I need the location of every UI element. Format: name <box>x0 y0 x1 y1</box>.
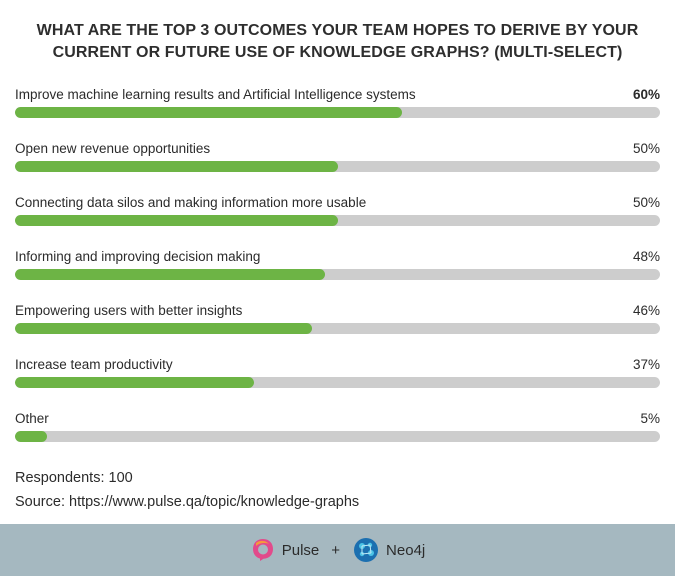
respondents-text: Respondents: 100 <box>15 470 133 486</box>
chart-title-line-1: WHAT ARE THE TOP 3 OUTCOMES YOUR TEAM HO… <box>36 22 639 39</box>
neo4j-logo-icon <box>354 538 379 562</box>
source-text: Source: https://www.pulse.qa/topic/knowl… <box>15 494 360 510</box>
bar-row: Other 5% <box>15 409 660 463</box>
bar-value-label: 5% <box>640 411 660 426</box>
bar-track <box>15 215 660 226</box>
bar-value-label: 50% <box>632 195 660 210</box>
bar-track <box>15 377 660 388</box>
bar-row: Increase team productivity 37% <box>15 355 660 409</box>
bar-row: Informing and improving decision making 4… <box>15 247 660 301</box>
bar-value-label: 48% <box>632 249 660 264</box>
bar-label: Connecting data silos and making informa… <box>15 195 367 210</box>
bar-row: Empowering users with better insights 46% <box>15 301 660 355</box>
chart-title: WHAT ARE THE TOP 3 OUTCOMES YOUR TEAM HO… <box>0 20 675 64</box>
bar-fill <box>15 215 338 226</box>
bar-fill <box>15 431 48 442</box>
bar-row: Open new revenue opportunities 50% <box>15 139 660 193</box>
pulse-logo-icon <box>252 539 273 561</box>
bar-list: Improve machine learning results and Art… <box>15 85 660 463</box>
bar-label: Other <box>15 411 49 426</box>
bar-value-label: 50% <box>632 141 660 156</box>
bar-label: Informing and improving decision making <box>15 249 261 264</box>
bar-row: Improve machine learning results and Art… <box>15 85 660 139</box>
bar-row: Connecting data silos and making informa… <box>15 193 660 247</box>
bar-fill <box>15 161 338 172</box>
bar-fill <box>15 107 402 118</box>
bar-track <box>15 431 660 442</box>
pulse-brand-label: Pulse <box>281 541 320 559</box>
bar-track <box>15 269 660 280</box>
bar-track <box>15 323 660 334</box>
neo4j-brand: Neo4j <box>352 536 425 564</box>
bar-fill <box>15 269 325 280</box>
bar-label: Empowering users with better insights <box>15 303 243 318</box>
bar-track <box>15 161 660 172</box>
bar-value-label: 46% <box>632 303 660 318</box>
bar-track <box>15 107 660 118</box>
bar-fill <box>15 323 312 334</box>
bar-label: Open new revenue opportunities <box>15 141 211 156</box>
bar-label: Improve machine learning results and Art… <box>15 87 416 102</box>
bar-label: Increase team productivity <box>15 357 173 372</box>
chart-title-line-2: CURRENT OR FUTURE USE OF KNOWLEDGE GRAPH… <box>52 44 623 61</box>
bar-value-label: 37% <box>632 357 660 372</box>
plus-sign: + <box>331 541 341 559</box>
footer-bar: Pulse + Neo4j <box>0 524 675 576</box>
chart-meta: Respondents: 100 Source: https://www.pul… <box>15 466 359 514</box>
pulse-brand: Pulse <box>250 537 320 563</box>
neo4j-brand-label: Neo4j <box>386 541 426 559</box>
bar-fill <box>15 377 254 388</box>
bar-value-label: 60% <box>632 87 660 102</box>
